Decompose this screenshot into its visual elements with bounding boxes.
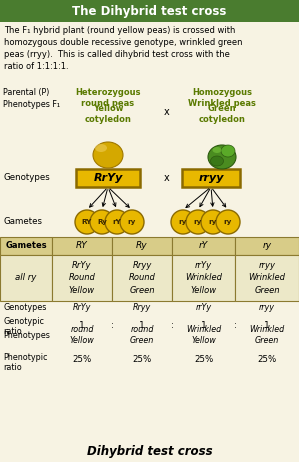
Circle shape [90,210,114,234]
Text: rrYy: rrYy [196,304,212,312]
Text: 1: 1 [264,321,270,329]
Text: Gametes: Gametes [3,218,42,226]
Text: :: : [171,321,174,329]
Text: rY: rY [112,219,121,225]
Text: Ry: Ry [97,219,107,225]
Text: Dihybrid test cross: Dihybrid test cross [87,445,212,458]
Bar [172,255,235,301]
Text: RY: RY [76,242,88,250]
Bar [0,255,52,301]
Text: Homozygous
Wrinkled peas: Homozygous Wrinkled peas [188,88,256,109]
Text: Genotypes: Genotypes [3,174,50,182]
Text: ry: ry [179,219,187,225]
Circle shape [186,210,210,234]
Text: Parental (P)
Phenotypes F₁: Parental (P) Phenotypes F₁ [3,88,60,109]
Text: Phenotypes: Phenotypes [3,330,50,340]
Bar [235,237,299,255]
Text: rryy: rryy [259,304,275,312]
Text: rryy
Wrinkled
Green: rryy Wrinkled Green [248,261,286,295]
Text: RrYy
Round
Yellow: RrYy Round Yellow [68,261,95,295]
Text: 25%: 25% [194,354,213,364]
Bar [112,255,172,301]
Text: round
Yellow: round Yellow [70,325,94,345]
Bar [112,237,172,255]
Text: rY: rY [199,242,208,250]
Text: RY: RY [82,219,92,225]
Circle shape [201,210,225,234]
Text: ry: ry [224,219,232,225]
Text: Wrinkled
Yellow: Wrinkled Yellow [186,325,221,345]
Text: Yellow
cotyledon: Yellow cotyledon [85,104,132,124]
Circle shape [120,210,144,234]
Bar [0,0,299,22]
Text: ry: ry [209,219,217,225]
FancyBboxPatch shape [76,169,140,187]
Text: 25%: 25% [72,354,91,364]
FancyBboxPatch shape [182,169,240,187]
Text: RrYy: RrYy [93,173,123,183]
Circle shape [75,210,99,234]
Text: Rryy: Rryy [133,304,151,312]
Text: Genotypic
ratio: Genotypic ratio [3,317,44,336]
Ellipse shape [95,144,107,152]
Text: Green
cotyledon: Green cotyledon [199,104,245,124]
Text: all ry: all ry [15,274,37,282]
Text: ry: ry [194,219,202,225]
Text: 1: 1 [79,321,85,329]
Text: x: x [164,107,170,117]
Text: Phenotypic
ratio: Phenotypic ratio [3,353,48,372]
Text: 1: 1 [139,321,145,329]
Ellipse shape [208,145,236,169]
Text: 25%: 25% [132,354,152,364]
Ellipse shape [213,147,222,153]
Bar [52,255,112,301]
Circle shape [105,210,129,234]
Text: ry: ry [128,219,136,225]
Ellipse shape [221,145,235,157]
Circle shape [216,210,240,234]
Text: x: x [164,173,170,183]
Text: round
Green: round Green [130,325,154,345]
Text: Ry: Ry [136,242,148,250]
Text: 25%: 25% [257,354,277,364]
Text: :: : [234,321,237,329]
Text: The Dihybrid test cross: The Dihybrid test cross [72,5,227,18]
Ellipse shape [210,156,223,166]
Bar [172,237,235,255]
Text: Wrinkled
Green: Wrinkled Green [249,325,285,345]
Text: Rryy
Round
Green: Rryy Round Green [129,261,155,295]
Text: 1: 1 [201,321,206,329]
Text: rrYy
Wrinkled
Yellow: rrYy Wrinkled Yellow [185,261,222,295]
Text: :: : [111,321,113,329]
Circle shape [171,210,195,234]
Text: Heterozygous
round peas: Heterozygous round peas [75,88,141,109]
Bar [52,237,112,255]
Text: Gametes: Gametes [5,242,47,250]
Text: Genotypes: Genotypes [3,304,46,312]
Bar [0,237,52,255]
Text: rryy: rryy [198,173,224,183]
Text: The F₁ hybrid plant (round yellow peas) is crossed with
homozygous double recess: The F₁ hybrid plant (round yellow peas) … [4,26,242,72]
Bar [235,255,299,301]
Text: ry: ry [263,242,271,250]
Text: RrYy: RrYy [73,304,91,312]
Ellipse shape [93,142,123,168]
